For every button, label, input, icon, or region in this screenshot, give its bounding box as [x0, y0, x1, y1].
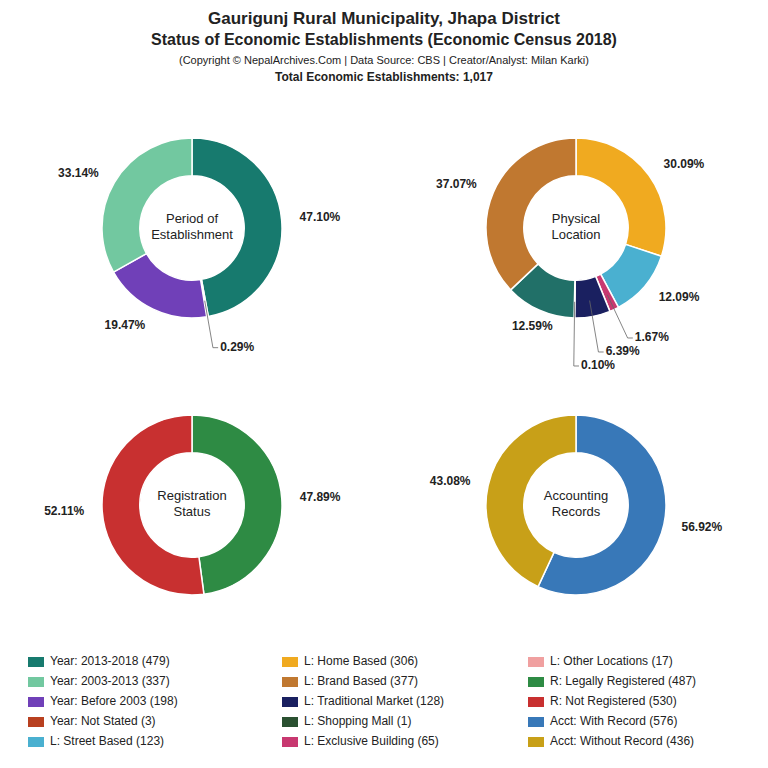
- data-label: 12.09%: [659, 290, 700, 304]
- subtitle: (Copyright © NepalArchives.Com | Data So…: [179, 54, 589, 66]
- data-label: 0.29%: [220, 340, 254, 354]
- leader-line: [590, 301, 604, 352]
- legend-label: L: Street Based (123): [50, 734, 164, 748]
- data-label: 47.10%: [300, 210, 341, 224]
- center-label: Records: [552, 504, 601, 519]
- data-label: 30.09%: [664, 157, 705, 171]
- legend-label: Year: Before 2003 (198): [50, 694, 178, 708]
- donut-chart: 47.10% 19.47% 33.14% 0.29% Period ofEstablis…: [58, 138, 340, 354]
- legend-swatch: [528, 697, 544, 707]
- leader-line: [607, 295, 632, 338]
- donut-chart: 47.89% 52.11% RegistrationStatus: [44, 415, 341, 595]
- donut-chart: 56.92% 43.08% AccountingRecords: [430, 415, 723, 595]
- legend-swatch: [282, 657, 298, 667]
- background: [0, 0, 768, 768]
- title: Gaurigunj Rural Municipality, Jhapa Dist…: [208, 9, 560, 28]
- legend-swatch: [28, 717, 44, 727]
- legend-label: L: Home Based (306): [304, 654, 418, 668]
- data-label: 33.14%: [58, 166, 99, 180]
- legend-label: R: Legally Registered (487): [550, 674, 696, 688]
- legend-swatch: [28, 657, 44, 667]
- legend-swatch: [282, 677, 298, 687]
- data-label: 12.59%: [512, 319, 553, 333]
- donut-chart: 30.09% 12.09% 12.59% 37.07% 1.67%6.39%0.10% P…: [436, 138, 704, 372]
- center-label: Physical: [552, 211, 601, 226]
- legend-swatch: [282, 717, 298, 727]
- title: Status of Economic Establishments (Econo…: [151, 31, 617, 48]
- center-label: Registration: [157, 488, 226, 503]
- chart-canvas: Gaurigunj Rural Municipality, Jhapa Dist…: [0, 0, 768, 768]
- legend-swatch: [28, 737, 44, 747]
- legend: Year: 2013-2018 (479) Year: 2003-2013 (33…: [28, 654, 696, 748]
- data-label: 56.92%: [681, 520, 722, 534]
- legend-swatch: [282, 737, 298, 747]
- leader-line: [205, 301, 218, 348]
- annotation: Total Economic Establishments: 1,017: [275, 70, 493, 84]
- legend-swatch: [528, 677, 544, 687]
- legend-label: L: Shopping Mall (1): [304, 714, 411, 728]
- data-label: 0.10%: [581, 358, 615, 372]
- center-label: Location: [551, 227, 600, 242]
- center-label: Establishment: [151, 227, 233, 242]
- data-label: 19.47%: [105, 318, 146, 332]
- data-label: 43.08%: [430, 474, 471, 488]
- center-label: Status: [174, 504, 211, 519]
- legend-swatch: [528, 717, 544, 727]
- legend-label: Year: 2003-2013 (337): [50, 674, 170, 688]
- legend-swatch: [282, 697, 298, 707]
- data-label: 1.67%: [635, 330, 669, 344]
- data-label: 6.39%: [606, 344, 640, 358]
- donut-slice: [102, 138, 192, 272]
- data-label: 47.89%: [300, 490, 341, 504]
- data-label: 52.11%: [44, 504, 84, 518]
- legend-label: L: Traditional Market (128): [304, 694, 444, 708]
- legend-label: L: Brand Based (377): [304, 674, 418, 688]
- center-label: Accounting: [544, 488, 608, 503]
- legend-label: Year: Not Stated (3): [50, 714, 156, 728]
- legend-swatch: [28, 677, 44, 687]
- legend-label: R: Not Registered (530): [550, 694, 677, 708]
- data-label: 37.07%: [436, 177, 477, 191]
- legend-label: L: Other Locations (17): [550, 654, 673, 668]
- legend-label: Acct: With Record (576): [550, 714, 677, 728]
- legend-swatch: [28, 697, 44, 707]
- legend-label: Year: 2013-2018 (479): [50, 654, 170, 668]
- donut-slice: [575, 276, 610, 318]
- legend-label: Acct: Without Record (436): [550, 734, 694, 748]
- legend-label: L: Exclusive Building (65): [304, 734, 439, 748]
- legend-swatch: [528, 657, 544, 667]
- center-label: Period of: [166, 211, 218, 226]
- leader-line: [574, 302, 579, 366]
- legend-swatch: [528, 737, 544, 747]
